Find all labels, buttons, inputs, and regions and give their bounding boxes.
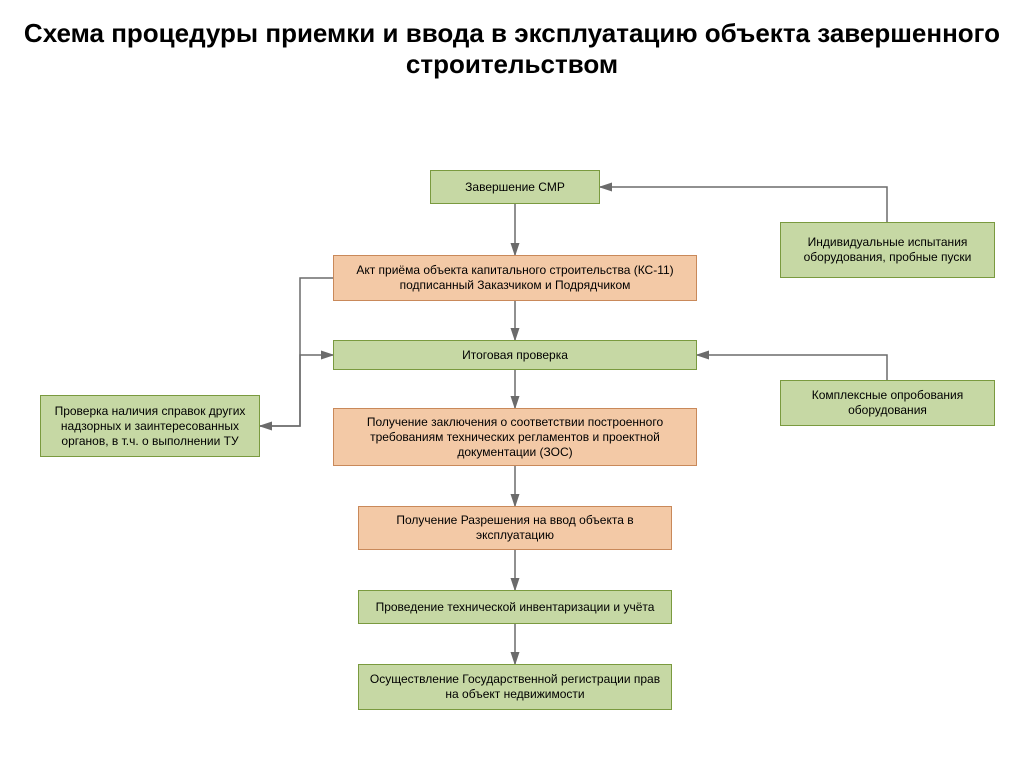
node-n9: Проведение технической инвентаризации и … <box>358 590 672 624</box>
diagram-title: Схема процедуры приемки и ввода в эксплу… <box>0 18 1024 80</box>
node-n4: Итоговая проверка <box>333 340 697 370</box>
node-n7: Получение заключения о соответствии пост… <box>333 408 697 466</box>
node-n2: Индивидуальные испытания оборудования, п… <box>780 222 995 278</box>
edge-6 <box>600 187 887 222</box>
diagram-stage: Схема процедуры приемки и ввода в эксплу… <box>0 0 1024 767</box>
node-n1: Завершение СМР <box>430 170 600 204</box>
node-n10: Осуществление Государственной регистраци… <box>358 664 672 710</box>
edge-7 <box>697 355 887 380</box>
node-n5: Проверка наличия справок других надзорны… <box>40 395 260 457</box>
node-n8: Получение Разрешения на ввод объекта в э… <box>358 506 672 550</box>
node-n3: Акт приёма объекта капитального строител… <box>333 255 697 301</box>
node-n6: Комплексные опробования оборудования <box>780 380 995 426</box>
edge-8 <box>260 355 333 426</box>
edge-9 <box>260 278 333 426</box>
